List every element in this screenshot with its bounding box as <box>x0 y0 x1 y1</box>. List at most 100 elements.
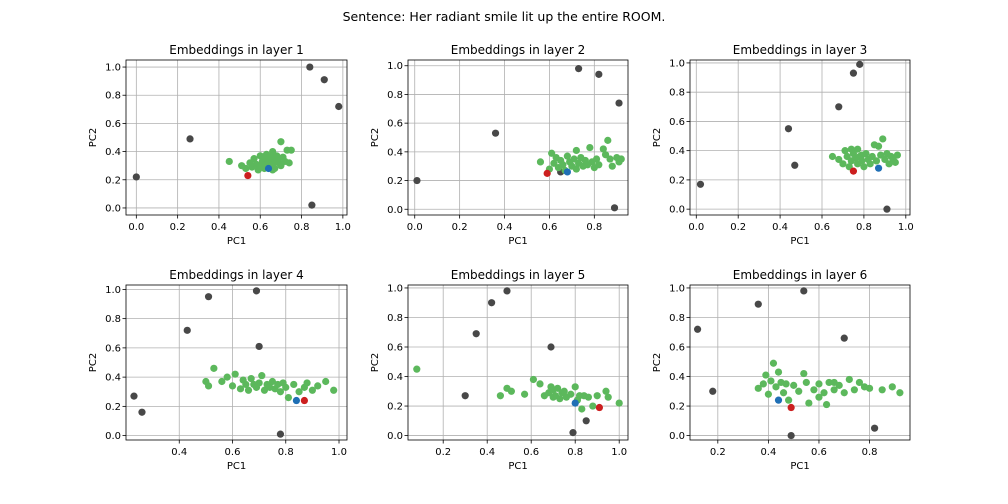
y-tick-label: 0.2 <box>669 175 685 186</box>
chart-panel-layer-5: 0.2 0.4 0.6 0.8 1.0 0.0 0.2 0.4 0.6 0.8 1.0 Embeddi… <box>370 268 629 472</box>
grey-point <box>138 408 146 416</box>
red-point <box>595 403 604 412</box>
x-tick-label: 0.2 <box>435 447 451 458</box>
x-axis-label: PC1 <box>227 461 246 472</box>
y-axis-label: PC2 <box>652 353 663 372</box>
grey-point <box>488 299 496 307</box>
grey-point <box>204 293 213 301</box>
green-point <box>840 389 848 397</box>
grey-point <box>800 287 808 295</box>
x-tick-label: 0.8 <box>567 447 583 458</box>
green-point <box>218 377 226 386</box>
x-tick-label: 0.8 <box>586 222 602 233</box>
green-point <box>782 380 790 388</box>
green-point <box>802 378 810 387</box>
x-tick-label: 1.0 <box>331 447 347 458</box>
red-point <box>244 171 252 180</box>
y-tick-label: 0.6 <box>105 119 121 130</box>
grey-point <box>252 287 261 295</box>
grey-point <box>595 70 603 78</box>
grey-point <box>130 392 138 400</box>
blue-point <box>774 396 783 404</box>
grey-point <box>575 65 583 73</box>
red-point <box>543 169 551 177</box>
grey-point <box>754 300 762 308</box>
grey-point <box>183 326 191 334</box>
grey-point <box>186 135 194 143</box>
green-point <box>891 158 899 166</box>
grey-point <box>255 342 263 351</box>
y-tick-label: 1.0 <box>105 285 121 296</box>
green-point <box>204 382 213 390</box>
green-point <box>567 390 575 398</box>
green-point <box>858 151 866 159</box>
x-tick-label: 0.6 <box>225 447 241 458</box>
grey-point <box>791 161 799 169</box>
green-point <box>896 389 904 397</box>
chart-panel-layer-1: 0.0 0.2 0.4 0.6 0.8 1.0 0.0 0.2 0.4 0.6 0.8 1.0 Embe… <box>88 43 351 247</box>
x-tick-label: 0.4 <box>760 447 776 458</box>
green-point <box>563 152 571 160</box>
red-point <box>787 403 795 412</box>
green-point <box>595 161 603 169</box>
y-tick-label: 0.6 <box>387 119 403 130</box>
x-tick-label: 0.4 <box>211 222 227 233</box>
x-axis-label: PC1 <box>508 461 527 472</box>
x-tick-label: 0.4 <box>171 447 187 458</box>
x-tick-label: 0.4 <box>497 222 513 233</box>
axes-frame <box>407 284 629 441</box>
green-point <box>841 147 849 155</box>
x-tick-label: 0.8 <box>278 447 294 458</box>
grey-point <box>413 176 421 185</box>
green-point <box>255 379 263 387</box>
grey-point <box>276 430 285 438</box>
y-tick-label: 0.8 <box>387 90 403 101</box>
green-point <box>592 155 601 163</box>
green-point <box>858 157 866 165</box>
green-point <box>879 135 887 143</box>
axes-frame <box>689 284 911 441</box>
green-point <box>570 155 578 163</box>
x-tick-label: 0.0 <box>128 222 144 233</box>
y-tick-label: 0.8 <box>669 88 685 99</box>
green-point <box>550 159 558 167</box>
green-point <box>223 373 231 381</box>
green-point <box>225 157 233 166</box>
green-point <box>572 165 580 173</box>
green-point <box>236 385 245 393</box>
green-point <box>830 378 838 387</box>
green-point <box>604 136 612 144</box>
grey-point <box>849 69 858 77</box>
grey-point <box>709 387 717 395</box>
green-point <box>496 392 504 400</box>
green-point <box>559 161 567 169</box>
grey-point <box>610 204 619 212</box>
green-point <box>774 368 783 376</box>
green-point <box>536 158 545 166</box>
green-point <box>762 371 770 379</box>
x-tick-label: 0.4 <box>479 447 495 458</box>
green-point <box>314 382 322 390</box>
green-point <box>584 393 593 401</box>
x-tick-label: 0.6 <box>814 222 830 233</box>
green-point <box>785 396 793 404</box>
grey-point <box>335 102 343 111</box>
green-point <box>759 380 767 388</box>
y-axis-label: PC2 <box>88 128 99 147</box>
green-point <box>845 375 853 384</box>
x-tick-label: 0.6 <box>523 447 539 458</box>
y-tick-label: 1.0 <box>387 61 403 72</box>
green-point <box>828 152 837 161</box>
x-tick-label: 0.2 <box>710 447 726 458</box>
green-point <box>549 393 557 401</box>
green-point <box>282 383 290 391</box>
blue-point <box>292 396 301 405</box>
green-point <box>615 399 623 407</box>
green-point <box>779 389 788 397</box>
green-point <box>560 387 568 395</box>
green-point <box>210 364 218 372</box>
y-tick-label: 0.6 <box>669 117 685 128</box>
chart-title: Embeddings in layer 6 <box>733 268 867 282</box>
green-point <box>810 386 818 394</box>
green-point <box>285 159 293 167</box>
